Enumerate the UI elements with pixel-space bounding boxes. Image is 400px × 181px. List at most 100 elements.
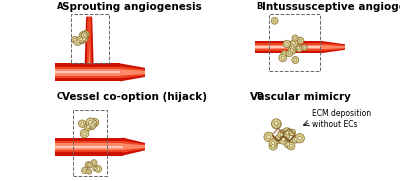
Circle shape bbox=[274, 134, 284, 144]
Circle shape bbox=[291, 131, 294, 134]
Circle shape bbox=[269, 142, 277, 150]
Circle shape bbox=[278, 135, 288, 144]
Circle shape bbox=[292, 56, 299, 64]
Circle shape bbox=[89, 123, 92, 126]
Circle shape bbox=[280, 134, 288, 143]
Circle shape bbox=[282, 138, 285, 141]
Bar bbox=[55, 63, 120, 81]
Circle shape bbox=[285, 131, 289, 134]
Circle shape bbox=[294, 44, 296, 47]
Text: Sprouting angiogenesis: Sprouting angiogenesis bbox=[62, 2, 202, 12]
Circle shape bbox=[74, 38, 82, 45]
Text: Vessel co-option (hijack): Vessel co-option (hijack) bbox=[62, 92, 207, 102]
Circle shape bbox=[89, 120, 97, 128]
Circle shape bbox=[92, 122, 95, 125]
Circle shape bbox=[272, 144, 275, 148]
Circle shape bbox=[81, 40, 83, 42]
Circle shape bbox=[282, 134, 289, 141]
Circle shape bbox=[292, 35, 298, 41]
Circle shape bbox=[80, 129, 89, 138]
Bar bbox=[71, 14, 109, 63]
Circle shape bbox=[281, 56, 284, 59]
Circle shape bbox=[86, 118, 95, 127]
Circle shape bbox=[280, 133, 283, 136]
Circle shape bbox=[290, 39, 298, 47]
Circle shape bbox=[292, 135, 300, 143]
Circle shape bbox=[83, 34, 86, 36]
Circle shape bbox=[95, 166, 102, 172]
Circle shape bbox=[281, 50, 288, 57]
Bar bbox=[55, 143, 123, 150]
Circle shape bbox=[303, 47, 306, 49]
Circle shape bbox=[272, 119, 281, 128]
Circle shape bbox=[294, 44, 302, 51]
Circle shape bbox=[287, 143, 290, 146]
Text: C: C bbox=[56, 92, 63, 101]
Circle shape bbox=[279, 54, 287, 62]
Circle shape bbox=[287, 142, 295, 150]
Circle shape bbox=[271, 17, 278, 24]
Circle shape bbox=[80, 38, 82, 41]
Circle shape bbox=[299, 39, 302, 42]
Circle shape bbox=[284, 136, 287, 139]
Circle shape bbox=[87, 162, 92, 168]
Polygon shape bbox=[123, 138, 145, 156]
Circle shape bbox=[296, 46, 299, 49]
Bar bbox=[255, 43, 320, 51]
Polygon shape bbox=[120, 63, 145, 81]
Bar bbox=[255, 41, 320, 53]
Circle shape bbox=[285, 43, 288, 45]
Circle shape bbox=[296, 46, 302, 52]
Circle shape bbox=[274, 122, 278, 125]
Polygon shape bbox=[120, 69, 145, 76]
Circle shape bbox=[87, 125, 90, 128]
Circle shape bbox=[281, 132, 284, 135]
Circle shape bbox=[269, 139, 277, 147]
Circle shape bbox=[302, 45, 307, 50]
Circle shape bbox=[84, 123, 92, 131]
Circle shape bbox=[81, 122, 84, 125]
Circle shape bbox=[90, 125, 93, 128]
Circle shape bbox=[284, 140, 292, 148]
Circle shape bbox=[282, 128, 292, 137]
Text: without ECs: without ECs bbox=[312, 120, 357, 129]
Bar bbox=[55, 138, 123, 156]
Text: A: A bbox=[56, 2, 63, 11]
Polygon shape bbox=[120, 67, 145, 78]
Circle shape bbox=[88, 171, 90, 172]
Circle shape bbox=[278, 130, 286, 137]
Circle shape bbox=[272, 119, 281, 129]
Circle shape bbox=[84, 169, 86, 172]
Circle shape bbox=[278, 137, 281, 141]
Circle shape bbox=[87, 169, 92, 174]
Text: D: D bbox=[256, 92, 264, 101]
Circle shape bbox=[288, 52, 290, 55]
Polygon shape bbox=[123, 143, 145, 150]
Circle shape bbox=[95, 167, 97, 169]
Circle shape bbox=[264, 132, 273, 142]
Circle shape bbox=[82, 167, 88, 174]
Circle shape bbox=[79, 38, 85, 44]
Circle shape bbox=[283, 40, 290, 48]
Circle shape bbox=[89, 124, 94, 130]
Circle shape bbox=[280, 132, 290, 141]
Circle shape bbox=[81, 32, 88, 39]
Circle shape bbox=[83, 38, 86, 40]
Circle shape bbox=[292, 42, 298, 49]
Circle shape bbox=[290, 44, 296, 50]
Circle shape bbox=[82, 34, 85, 37]
Circle shape bbox=[91, 124, 94, 127]
Bar bbox=[55, 141, 123, 152]
Circle shape bbox=[93, 165, 99, 171]
Circle shape bbox=[79, 31, 88, 40]
Circle shape bbox=[93, 162, 95, 164]
Circle shape bbox=[93, 121, 96, 124]
Text: Vascular mimicry: Vascular mimicry bbox=[250, 92, 350, 102]
Bar bbox=[55, 146, 123, 148]
Text: Intussusceptive angiogenesis: Intussusceptive angiogenesis bbox=[262, 2, 400, 12]
Circle shape bbox=[90, 118, 99, 127]
Circle shape bbox=[74, 39, 76, 41]
Polygon shape bbox=[320, 45, 345, 49]
Circle shape bbox=[294, 37, 296, 39]
Circle shape bbox=[298, 136, 302, 140]
